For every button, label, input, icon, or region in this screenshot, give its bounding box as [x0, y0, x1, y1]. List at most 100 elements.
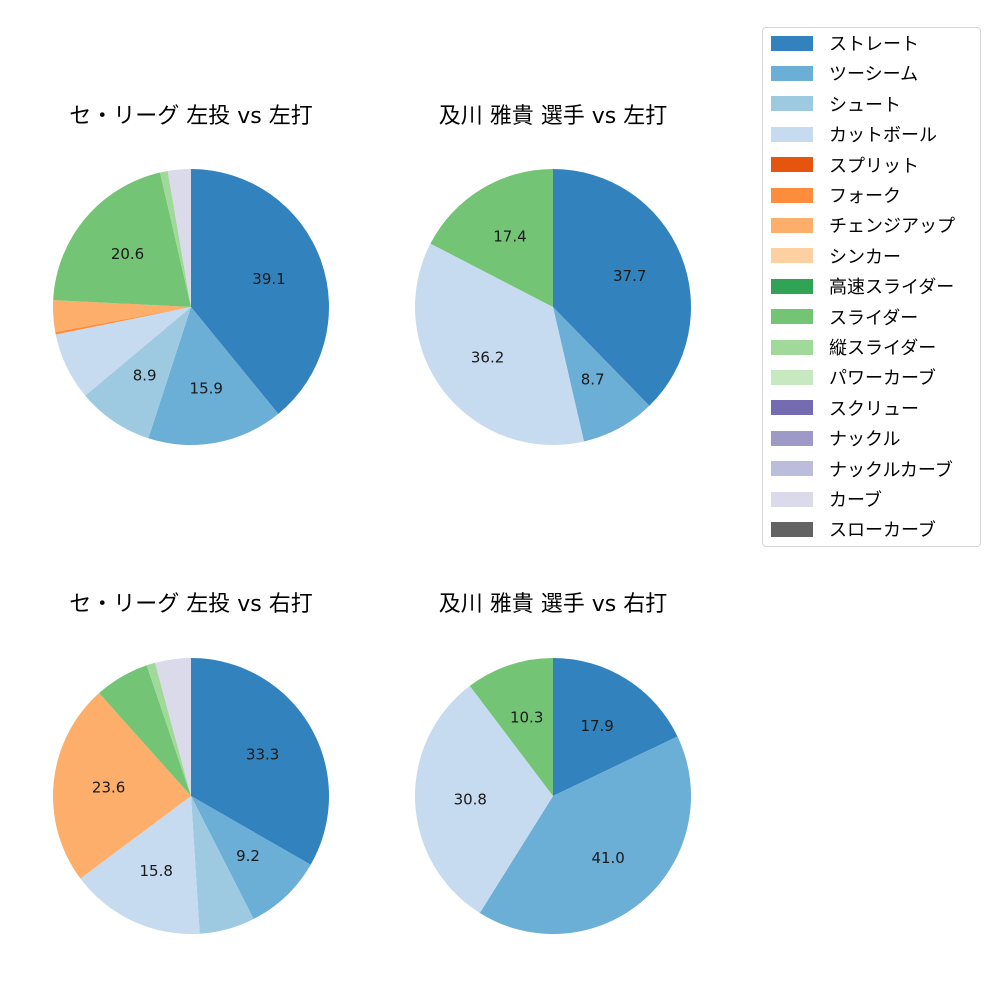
pie-slice [430, 169, 553, 307]
legend-label: カットボール [829, 125, 937, 147]
pie-slice [191, 796, 311, 919]
slice-value-label: 39.1 [252, 270, 285, 288]
legend-label: 縦スライダー [829, 338, 937, 359]
legend-label: ツーシーム [829, 64, 919, 86]
pie-slice [553, 169, 691, 406]
slice-value-label: 23.6 [92, 779, 125, 797]
legend-item: カットボール [771, 119, 937, 149]
pie-panel-pitcher-vs-left: 及川 雅貴 選手 vs 左打 37.7 8.7 36.2 17.4 [383, 102, 723, 502]
slice-value-label: 37.7 [613, 267, 646, 285]
slice-value-label: 41.0 [591, 849, 624, 867]
slice-value-label: 17.9 [580, 717, 613, 735]
legend: ストレート ツーシーム シュート カットボール スプリット フォーク チェンジア… [762, 27, 981, 547]
pie-panel-league-vs-right: セ・リーグ 左投 vs 右打 33.3 9.2 15.8 23.6 [21, 590, 361, 990]
legend-label: スクリュー [829, 398, 919, 420]
pie-slice [469, 658, 553, 796]
legend-label: スライダー [829, 307, 919, 329]
legend-item: ツーシーム [771, 58, 918, 88]
legend-swatch [771, 461, 813, 477]
pie-slice [191, 169, 329, 414]
legend-item: ナックルカーブ [771, 454, 953, 484]
pie-slice [148, 307, 279, 446]
legend-item: スクリュー [771, 393, 919, 423]
legend-item: スプリット [771, 150, 919, 180]
pie-slice [553, 658, 678, 796]
legend-item: スローカーブ [771, 514, 936, 544]
pie-chart: 33.3 9.2 15.8 23.6 [52, 658, 329, 934]
pie-slice [99, 665, 191, 796]
legend-label: パワーカーブ [829, 368, 936, 390]
pie-slice [167, 169, 191, 307]
legend-swatch [771, 400, 813, 416]
chart-title: 及川 雅貴 選手 vs 左打 [438, 104, 668, 129]
legend-label: ストレート [829, 34, 919, 55]
pie-slice [53, 172, 191, 307]
legend-swatch [771, 491, 813, 507]
slice-value-label: 9.2 [236, 847, 260, 865]
slice-value-label: 15.8 [140, 862, 173, 880]
legend-item: 縦スライダー [771, 332, 936, 362]
legend-item: 高速スライダー [771, 271, 954, 301]
slice-value-label: 33.3 [246, 746, 279, 764]
pie-slice [146, 662, 191, 796]
legend-item: シュート [771, 89, 901, 119]
legend-swatch [771, 96, 813, 112]
legend-label: ナックル [829, 429, 901, 451]
pie-panel-pitcher-vs-right: 及川 雅貴 選手 vs 右打 17.9 41.0 30.8 10.3 [383, 590, 723, 990]
legend-item: ストレート [771, 28, 919, 58]
legend-item: カーブ [771, 484, 882, 514]
chart-title: 及川 雅貴 選手 vs 右打 [438, 592, 668, 617]
pie-slice [55, 307, 192, 396]
legend-label: 高速スライダー [829, 277, 955, 299]
pie-slice [53, 300, 192, 333]
slice-value-label: 30.8 [454, 791, 487, 809]
legend-label: シンカー [829, 246, 901, 268]
pie-chart: 39.1 15.9 8.9 20.6 [53, 169, 329, 446]
slice-value-label: 10.3 [510, 708, 543, 726]
pie-slice [191, 796, 254, 934]
legend-item: シンカー [771, 241, 901, 271]
legend-item: ナックル [771, 423, 900, 453]
pie-chart: 37.7 8.7 36.2 17.4 [415, 169, 691, 445]
legend-swatch [771, 187, 813, 203]
legend-label: カーブ [829, 490, 882, 511]
slice-value-label: 17.4 [493, 227, 526, 245]
pie-slice [479, 736, 691, 934]
legend-swatch [771, 339, 813, 355]
legend-swatch [771, 157, 813, 173]
pie-slice [415, 685, 553, 913]
legend-label: チェンジアップ [829, 216, 955, 238]
pie-chart: 17.9 41.0 30.8 10.3 [415, 658, 691, 934]
legend-swatch [771, 278, 813, 294]
legend-label: フォーク [829, 186, 901, 207]
slice-value-label: 8.9 [133, 367, 157, 385]
slice-value-label: 15.9 [190, 379, 223, 397]
legend-swatch [771, 65, 813, 81]
legend-swatch [771, 217, 813, 233]
legend-label: ナックルカーブ [829, 459, 953, 481]
pie-slice [415, 243, 584, 445]
slice-value-label: 8.7 [581, 371, 605, 389]
pie-slice [155, 658, 191, 796]
legend-swatch [771, 35, 813, 51]
pie-slice [55, 307, 191, 335]
legend-swatch [771, 430, 813, 446]
chart-title: セ・リーグ 左投 vs 左打 [69, 104, 313, 129]
legend-label: スプリット [829, 155, 919, 177]
legend-item: パワーカーブ [771, 362, 936, 392]
legend-label: スローカーブ [829, 520, 936, 542]
legend-item: チェンジアップ [771, 210, 955, 240]
legend-swatch [771, 248, 813, 264]
legend-swatch [771, 126, 813, 142]
pie-slice [80, 796, 200, 934]
pie-slice [160, 170, 191, 307]
slice-value-label: 20.6 [111, 245, 144, 263]
legend-label: シュート [829, 94, 901, 116]
pie-slice [52, 693, 191, 879]
pie-panel-league-vs-left: セ・リーグ 左投 vs 左打 39.1 15.9 8.9 20.6 [21, 102, 361, 502]
pie-slice [85, 307, 191, 439]
slice-value-label: 36.2 [471, 349, 504, 367]
legend-swatch [771, 309, 813, 325]
legend-swatch [771, 521, 813, 537]
legend-item: フォーク [771, 180, 901, 210]
